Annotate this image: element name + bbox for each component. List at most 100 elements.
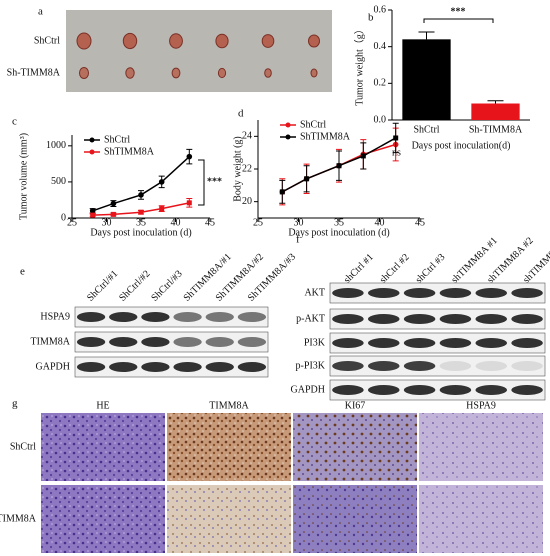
- histology-image: [167, 413, 291, 481]
- blot-band: [76, 312, 106, 322]
- x-tick-label: Sh-TIMM8A: [469, 124, 523, 135]
- tumor: [79, 67, 89, 79]
- blot-band: [173, 362, 202, 372]
- blot-band: [439, 314, 472, 324]
- blot-band: [141, 362, 170, 372]
- blot-band: [237, 337, 267, 347]
- blot-band: [439, 288, 472, 298]
- tumor: [261, 34, 275, 48]
- marker: [186, 153, 193, 160]
- blot-band: [205, 362, 234, 372]
- x-axis-title: Days post inoculation (d): [90, 227, 191, 238]
- bar: [402, 39, 451, 121]
- panel-label: c: [12, 116, 17, 128]
- legend-label: ShCtrl: [104, 134, 130, 145]
- blot-band: [439, 361, 472, 371]
- y-tick-label: 0: [61, 212, 66, 223]
- x-tick-label: 45: [205, 217, 215, 228]
- x-tick-label: 25: [67, 217, 77, 228]
- blot-band: [367, 385, 400, 395]
- legend-marker: [89, 137, 95, 143]
- blot-band: [475, 288, 508, 298]
- blot-band: [141, 337, 170, 347]
- blot-band: [76, 362, 106, 372]
- blot-band: [403, 338, 436, 348]
- tumor: [217, 67, 227, 79]
- row-label: GAPDH: [36, 361, 70, 372]
- y-tick-label: 0.6: [374, 4, 387, 15]
- marker: [138, 192, 144, 198]
- blot-band: [439, 338, 472, 348]
- tumor: [264, 68, 272, 78]
- panel-label: f: [296, 234, 300, 246]
- blot-band: [475, 361, 508, 371]
- panel-label: b: [368, 12, 374, 24]
- marker: [360, 153, 366, 159]
- blot-band: [511, 314, 543, 324]
- column-label: HE: [96, 400, 109, 411]
- histology-image: [419, 485, 543, 553]
- legend-label: ShTIMM8A: [104, 146, 155, 157]
- blot-band: [511, 338, 543, 348]
- blot-band: [205, 312, 234, 322]
- y-tick-label: 0.4: [374, 41, 387, 52]
- blot-band: [403, 385, 436, 395]
- row-label: p-AKT: [296, 313, 325, 324]
- marker: [110, 200, 117, 207]
- annotation: ***: [451, 6, 466, 17]
- y-tick-label: 22: [242, 163, 252, 174]
- x-tick-label: 25: [253, 217, 263, 228]
- legend-label: ShTIMM8A: [300, 131, 351, 142]
- legend-marker: [285, 122, 291, 128]
- row-label: ShCtrl: [34, 35, 60, 46]
- blot-band: [332, 288, 364, 298]
- legend-marker: [285, 134, 291, 140]
- marker: [158, 179, 165, 185]
- blot-band: [332, 385, 364, 395]
- error-bar: [418, 31, 435, 40]
- histology-image: [41, 485, 165, 553]
- row-label: PI3K: [304, 337, 326, 348]
- panel-label: e: [20, 266, 25, 278]
- marker: [110, 211, 116, 217]
- tumor: [125, 67, 135, 79]
- blot-band: [403, 288, 436, 298]
- y-axis-title: Tumor volume (mm³): [18, 133, 29, 220]
- row-label: GAPDH: [291, 384, 325, 395]
- column-label: TIMM8A: [209, 400, 249, 411]
- tumors: [76, 32, 320, 79]
- marker: [90, 212, 96, 218]
- blot-band: [403, 361, 436, 371]
- legend-marker: [89, 149, 95, 155]
- blot-band: [332, 314, 364, 324]
- x-axis-title: Days post inoculation(d): [412, 140, 511, 151]
- legend-label: ShCtrl: [300, 119, 326, 130]
- annotation: ***: [207, 176, 222, 187]
- marker: [304, 176, 310, 182]
- blot-band: [109, 362, 138, 372]
- tumor: [76, 32, 92, 50]
- blot-band: [141, 312, 170, 322]
- blot-band: [173, 312, 202, 322]
- blot-band: [76, 337, 106, 347]
- blot-band: [475, 338, 508, 348]
- y-axis-title: Body weight (g): [232, 136, 243, 202]
- row-label: AKT: [304, 287, 325, 298]
- marker: [89, 207, 96, 214]
- marker: [393, 135, 399, 141]
- panel-label: d: [238, 108, 244, 120]
- blot-band: [109, 337, 138, 347]
- tumor: [169, 33, 183, 49]
- marker: [279, 189, 285, 195]
- tumor: [215, 33, 229, 49]
- significance-bracket: [423, 18, 494, 23]
- row-label: Sh-TIMM8A: [7, 67, 61, 78]
- panel-label: a: [38, 6, 43, 18]
- blot-band: [367, 338, 400, 348]
- blot-band: [367, 288, 400, 298]
- significance-bracket: [198, 159, 205, 206]
- x-axis-title: Days post inoculation (d): [288, 227, 389, 238]
- tumor: [171, 67, 181, 79]
- x-tick-label: 35: [136, 217, 146, 228]
- blot-band: [173, 337, 202, 347]
